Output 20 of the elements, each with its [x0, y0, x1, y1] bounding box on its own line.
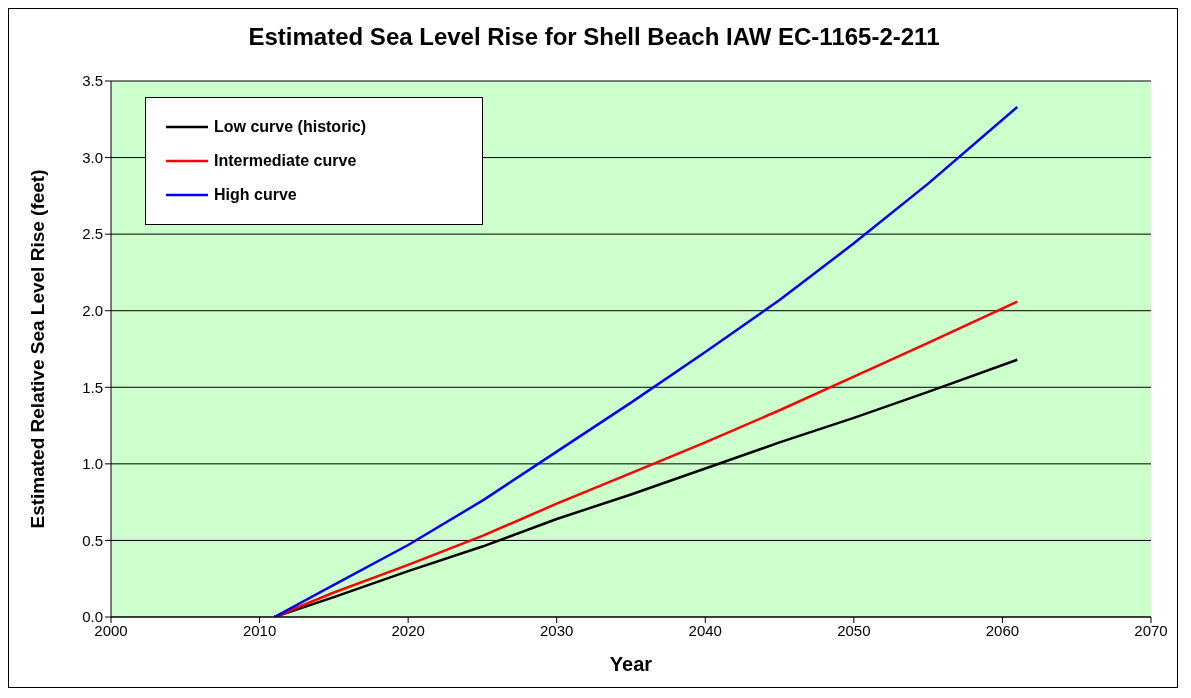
legend-label: Low curve (historic) — [214, 118, 367, 136]
x-tick-label: 2010 — [242, 621, 277, 639]
y-tick-label: 3.5 — [82, 72, 103, 90]
y-tick-label: 0.5 — [82, 531, 103, 549]
y-axis-title: Estimated Relative Sea Level Rise (feet) — [26, 169, 48, 529]
x-axis-title: Year — [609, 653, 653, 676]
x-tick-label: 2050 — [837, 621, 871, 639]
x-tick-label: 2030 — [540, 621, 574, 639]
legend-label: High curve — [214, 186, 297, 204]
y-tick-label: 2.5 — [82, 225, 103, 243]
x-tick-label: 2070 — [1134, 621, 1168, 639]
y-tick-label: 2.0 — [82, 302, 103, 320]
x-tick-label: 2060 — [985, 621, 1020, 639]
y-tick-label: 1.5 — [82, 378, 103, 396]
y-tick-label: 1.0 — [82, 455, 103, 473]
x-tick-label: 2040 — [688, 621, 722, 639]
x-tick-label: 2020 — [391, 621, 425, 639]
y-tick-label: 3.0 — [82, 148, 103, 166]
legend-label: Intermediate curve — [214, 152, 357, 170]
chart-title: Estimated Sea Level Rise for Shell Beach IAW EC-1165-2-211 — [247, 23, 941, 51]
